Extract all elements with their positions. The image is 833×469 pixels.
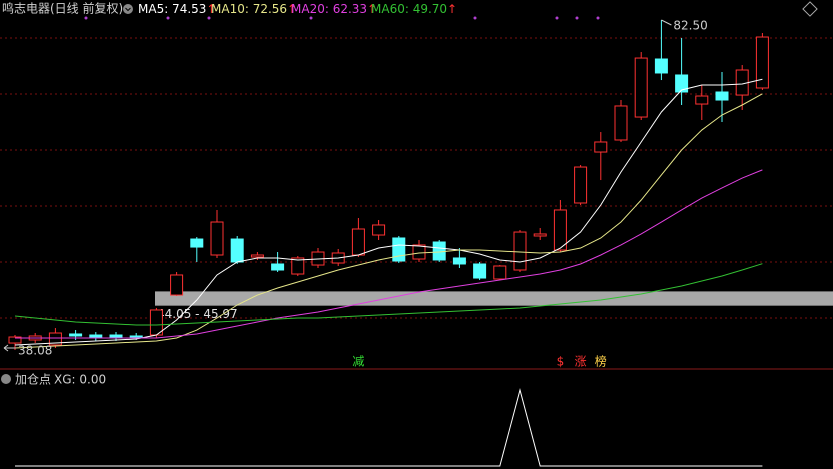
candle-body — [614, 105, 628, 141]
dot — [166, 16, 170, 20]
dot — [555, 16, 559, 20]
candle-body — [452, 257, 466, 265]
dot — [596, 16, 600, 20]
chart-title: 鸣志电器(日线 前复权) — [2, 1, 123, 16]
candle-body — [513, 231, 527, 271]
candle-body — [755, 36, 769, 89]
candle-body — [695, 95, 709, 105]
band-label: 44.05 - 45.97 — [157, 307, 238, 321]
candle-body — [250, 254, 264, 258]
candle-body — [230, 238, 244, 263]
candle-body — [493, 265, 507, 280]
legend-text: MA60: 49.70 — [371, 2, 447, 16]
candle-body — [634, 57, 648, 118]
signal: 减 — [352, 355, 364, 369]
candle-body — [372, 224, 386, 236]
grid — [0, 37, 833, 319]
candle-body — [412, 244, 426, 260]
settings-icon[interactable] — [802, 1, 818, 17]
legend-entry: MA10: 72.56↑ — [211, 2, 297, 16]
candle-body — [533, 233, 547, 237]
high-pointer — [661, 19, 672, 26]
candle-body — [574, 166, 588, 204]
dot — [84, 16, 88, 20]
candle-body — [594, 141, 608, 153]
candle-body — [432, 241, 446, 261]
ma-line — [15, 169, 763, 339]
price-band — [155, 291, 833, 306]
dot — [207, 16, 211, 20]
legend-text: MA10: 72.56 — [211, 2, 287, 16]
dropdown-icon[interactable] — [123, 4, 133, 14]
legend-entry: MA5: 74.53↑ — [138, 2, 216, 16]
dot — [473, 16, 477, 20]
indicator-title: 加仓点 — [15, 373, 51, 387]
dropdown-arrow — [125, 7, 131, 12]
candle-body — [190, 238, 204, 248]
legend-text: MA20: 62.33 — [291, 2, 367, 16]
trend-arrow: ↑ — [287, 2, 297, 16]
indicator-legend: XG: 0.00 — [54, 373, 106, 387]
candle-body — [48, 332, 62, 346]
legend-text: MA5: 74.53 — [138, 2, 206, 16]
legend-entry: MA60: 49.70↑ — [371, 2, 457, 16]
candle-body — [473, 263, 487, 279]
candle-body — [715, 91, 729, 101]
dot — [309, 16, 313, 20]
candle-body — [553, 209, 567, 251]
candle-body — [392, 237, 406, 262]
indicator-line — [15, 388, 763, 467]
candle-body — [170, 274, 184, 296]
legend-entry: MA20: 62.33↑ — [291, 2, 377, 16]
candle-body — [8, 336, 22, 344]
candle-body — [291, 257, 305, 275]
low-label: 38.08 — [18, 344, 52, 358]
candle-body — [149, 309, 163, 336]
top-dots — [84, 16, 600, 20]
ma-line — [14, 93, 763, 349]
signal: $ — [557, 355, 565, 369]
trend-arrow: ↑ — [367, 2, 377, 16]
trend-arrow: ↑ — [206, 2, 216, 16]
trend-arrow: ↑ — [447, 2, 457, 16]
indicator-icon[interactable] — [1, 374, 11, 384]
candle-body — [675, 74, 689, 93]
high-label: 82.50 — [673, 19, 707, 33]
ma-line — [14, 263, 763, 326]
candle-body — [210, 221, 224, 256]
signal: 涨 — [575, 354, 587, 369]
candle-body — [271, 263, 285, 271]
candle-body — [654, 58, 668, 74]
low-pointer — [3, 344, 16, 352]
dot — [575, 16, 579, 20]
signal: 榜 — [595, 354, 607, 369]
candle-body — [351, 228, 365, 256]
candle-body — [69, 333, 83, 337]
